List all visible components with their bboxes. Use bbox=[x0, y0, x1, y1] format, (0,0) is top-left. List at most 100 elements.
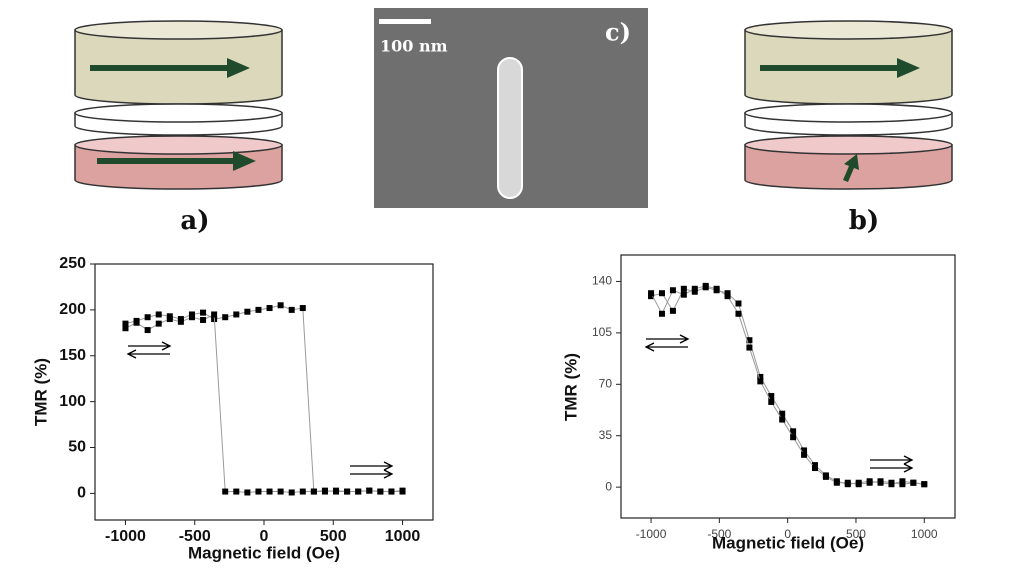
data-point bbox=[680, 291, 687, 298]
panel-label: b) bbox=[849, 206, 879, 236]
diagram-perpendicular bbox=[744, 20, 953, 190]
data-point bbox=[122, 325, 129, 332]
data-point bbox=[669, 307, 676, 314]
y-tick-label: 150 bbox=[59, 347, 86, 364]
data-point bbox=[177, 318, 184, 325]
sweep-arrow bbox=[128, 341, 172, 351]
data-point bbox=[333, 488, 340, 495]
sweep-arrow bbox=[350, 461, 394, 471]
data-point bbox=[266, 488, 273, 495]
data-point bbox=[200, 309, 207, 316]
data-point bbox=[155, 320, 162, 327]
x-tick-label: 0 bbox=[260, 528, 269, 545]
data-point bbox=[288, 489, 295, 496]
data-point bbox=[746, 344, 753, 351]
y-tick-label: 50 bbox=[68, 439, 86, 456]
x-tick-label: -1000 bbox=[105, 528, 146, 545]
data-point bbox=[122, 320, 129, 327]
data-point bbox=[855, 481, 862, 488]
data-point bbox=[669, 287, 676, 294]
data-point bbox=[648, 290, 655, 297]
data-point bbox=[801, 451, 808, 458]
data-point bbox=[801, 447, 808, 454]
y-axis-label: TMR (%) bbox=[31, 358, 50, 426]
data-point bbox=[899, 481, 906, 488]
data-point bbox=[299, 305, 306, 312]
data-point bbox=[200, 316, 207, 323]
y-tick-label: 0 bbox=[77, 485, 86, 502]
data-point bbox=[166, 316, 173, 323]
data-point bbox=[658, 310, 665, 317]
y-tick-label: 200 bbox=[59, 301, 86, 318]
data-point bbox=[366, 487, 373, 494]
data-point bbox=[321, 487, 328, 494]
data-point bbox=[133, 319, 140, 326]
y-tick-label: 250 bbox=[59, 255, 86, 272]
data-point bbox=[790, 428, 797, 435]
scale-bar-label: 100 nm bbox=[380, 37, 448, 56]
x-tick-label: 1000 bbox=[911, 527, 938, 541]
data-point bbox=[702, 282, 709, 289]
data-point bbox=[277, 302, 284, 309]
data-point bbox=[233, 311, 240, 318]
data-point bbox=[691, 285, 698, 292]
data-point bbox=[757, 373, 764, 380]
data-point bbox=[811, 465, 818, 472]
data-point bbox=[222, 314, 229, 321]
x-axis-label: Magnetic field (Oe) bbox=[188, 543, 340, 562]
data-point bbox=[844, 479, 851, 486]
series-line bbox=[650, 285, 925, 485]
x-tick-label: 500 bbox=[846, 527, 866, 541]
data-point bbox=[735, 310, 742, 317]
data-point bbox=[658, 290, 665, 297]
sweep-arrow bbox=[350, 469, 394, 479]
data-point bbox=[768, 393, 775, 400]
data-point bbox=[288, 306, 295, 313]
y-tick-label: 0 bbox=[605, 479, 612, 493]
y-tick-label: 70 bbox=[599, 376, 613, 390]
data-point bbox=[244, 308, 251, 315]
x-tick-label: -1000 bbox=[636, 527, 667, 541]
data-point bbox=[713, 285, 720, 292]
data-point bbox=[355, 488, 362, 495]
data-point bbox=[399, 488, 406, 495]
data-point bbox=[866, 479, 873, 486]
data-point bbox=[344, 488, 351, 495]
x-tick-label: 1000 bbox=[385, 528, 421, 545]
y-tick-label: 105 bbox=[592, 325, 612, 339]
data-point bbox=[877, 478, 884, 485]
data-point bbox=[680, 285, 687, 292]
series-line bbox=[650, 286, 925, 485]
data-point bbox=[144, 314, 151, 321]
x-axis-label: Magnetic field (Oe) bbox=[712, 533, 864, 552]
panel-label: c) bbox=[605, 18, 631, 47]
sweep-arrow bbox=[870, 463, 914, 473]
sweep-arrow bbox=[126, 349, 170, 359]
data-point bbox=[211, 311, 218, 318]
x-tick-label: 0 bbox=[784, 527, 791, 541]
data-point bbox=[746, 337, 753, 344]
data-point bbox=[735, 300, 742, 307]
data-point bbox=[388, 488, 395, 495]
y-tick-label: 140 bbox=[592, 274, 612, 288]
data-point bbox=[921, 481, 928, 488]
y-tick-label: 35 bbox=[599, 428, 613, 442]
data-point bbox=[299, 488, 306, 495]
data-point bbox=[888, 479, 895, 486]
data-point bbox=[188, 314, 195, 321]
panel-label: a) bbox=[180, 206, 209, 236]
data-point bbox=[255, 488, 262, 495]
x-tick-label: -500 bbox=[179, 528, 211, 545]
data-point bbox=[155, 311, 162, 318]
x-tick-label: 500 bbox=[320, 528, 347, 545]
data-point bbox=[244, 489, 251, 496]
y-axis-label: TMR (%) bbox=[561, 353, 580, 421]
x-tick-label: -500 bbox=[707, 527, 731, 541]
plot-frame bbox=[94, 263, 434, 521]
data-point bbox=[779, 416, 786, 423]
data-point bbox=[377, 488, 384, 495]
data-point bbox=[790, 434, 797, 441]
data-point bbox=[757, 378, 764, 385]
data-point bbox=[144, 327, 151, 334]
